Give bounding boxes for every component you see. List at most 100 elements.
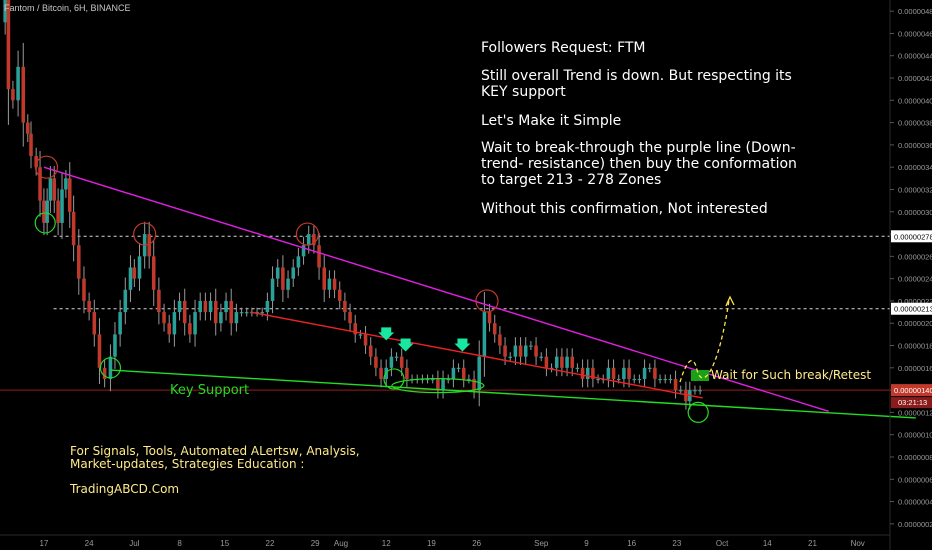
candle-body — [193, 312, 197, 335]
candle-body — [21, 66, 26, 123]
candle-body — [693, 390, 697, 392]
candle-body — [492, 323, 497, 335]
candle-body — [188, 323, 192, 335]
candle-body — [518, 345, 523, 357]
candle-body — [48, 178, 53, 201]
x-tick-label: 12 — [382, 539, 391, 548]
y-tick-label: 0.00000480 — [898, 7, 932, 16]
arrow-up-icon — [725, 295, 735, 307]
candle-body — [343, 300, 347, 313]
candle-body — [128, 267, 133, 290]
arrow-down-icon — [378, 327, 395, 341]
x-tick-label: Oct — [716, 539, 729, 548]
x-tick-label: Aug — [334, 539, 348, 548]
candle-body — [137, 256, 142, 279]
candle-body — [157, 289, 161, 313]
candle-body — [663, 378, 668, 381]
note-plan-text: Wait to break-through the purple line (D… — [481, 140, 797, 188]
candle-body — [560, 356, 564, 368]
candle-body — [472, 378, 476, 391]
x-tick-label: 26 — [472, 539, 481, 548]
current-price-label: 0.00000140 — [894, 386, 932, 395]
candle-body — [147, 234, 151, 257]
candle-body — [353, 323, 358, 335]
chart-symbol-header: Fantom / Bitcoin, 6H, BINANCE — [4, 3, 131, 13]
countdown-label: 03:21:13 — [898, 398, 927, 407]
trendline-inner-resistance[interactable] — [250, 311, 703, 399]
candle-body — [172, 312, 177, 335]
countdown-tag — [891, 397, 932, 409]
candle-body — [570, 356, 575, 368]
candle-body — [684, 390, 688, 402]
candle-body — [425, 378, 430, 381]
candle-body — [182, 300, 187, 324]
high-touch-circle — [475, 289, 499, 313]
support-touch-circle — [34, 212, 56, 234]
trendline-key-support[interactable] — [110, 369, 916, 419]
candle-body — [317, 245, 321, 268]
x-tick-label: 23 — [672, 539, 681, 548]
candle-body — [123, 289, 128, 313]
x-tick-label: 9 — [584, 539, 589, 548]
note-confirmation-text: Without this confirmation, Not intereste… — [481, 201, 768, 217]
candle-body — [461, 367, 466, 379]
candle-body — [224, 300, 228, 313]
candle-body — [394, 356, 399, 358]
candle-body — [503, 345, 507, 357]
candle-body — [113, 334, 117, 357]
projected-path — [679, 299, 730, 383]
candle-body — [379, 367, 383, 379]
candle-body — [102, 367, 107, 379]
x-tick-label: 16 — [627, 539, 636, 548]
candle-body — [213, 300, 218, 324]
candle-body — [291, 267, 295, 279]
x-tick-label: 17 — [39, 539, 48, 548]
high-touch-circle — [295, 222, 320, 246]
x-tick-label: 15 — [220, 539, 229, 548]
high-touch-circle — [34, 155, 59, 179]
wait-break-label: Wait for Such break/Retest — [711, 368, 872, 382]
candle-body — [177, 300, 182, 313]
candle-body — [239, 312, 244, 314]
candle-body — [673, 378, 678, 391]
candle-body — [405, 367, 409, 379]
candle-body — [92, 312, 97, 335]
candle-body — [82, 278, 86, 301]
x-tick-label: Nov — [851, 539, 865, 548]
support-zone-ellipse — [391, 378, 485, 394]
candle-body — [616, 378, 621, 381]
candle-body — [529, 345, 533, 347]
candle-body — [632, 378, 637, 381]
candle-body — [451, 367, 456, 379]
candle-body — [591, 367, 595, 379]
candle-body — [627, 367, 631, 379]
candle-body — [45, 200, 49, 223]
candle-body — [29, 133, 33, 157]
candle-body — [64, 178, 68, 190]
candle-body — [322, 267, 326, 290]
x-tick-label: 22 — [266, 539, 275, 548]
candle-body — [575, 367, 580, 370]
level-price-tag — [891, 230, 932, 243]
candle-body — [97, 334, 102, 368]
candle-body — [52, 178, 57, 201]
candle-body — [286, 278, 290, 290]
candle-body — [332, 278, 337, 290]
candle-body — [348, 312, 352, 324]
support-touch-circle — [383, 368, 405, 390]
support-touch-circle — [687, 401, 709, 423]
candle-body — [653, 367, 657, 379]
candle-body — [244, 312, 249, 314]
candle-body — [301, 245, 306, 257]
candle-body — [6, 0, 11, 90]
candle-body — [441, 378, 445, 391]
